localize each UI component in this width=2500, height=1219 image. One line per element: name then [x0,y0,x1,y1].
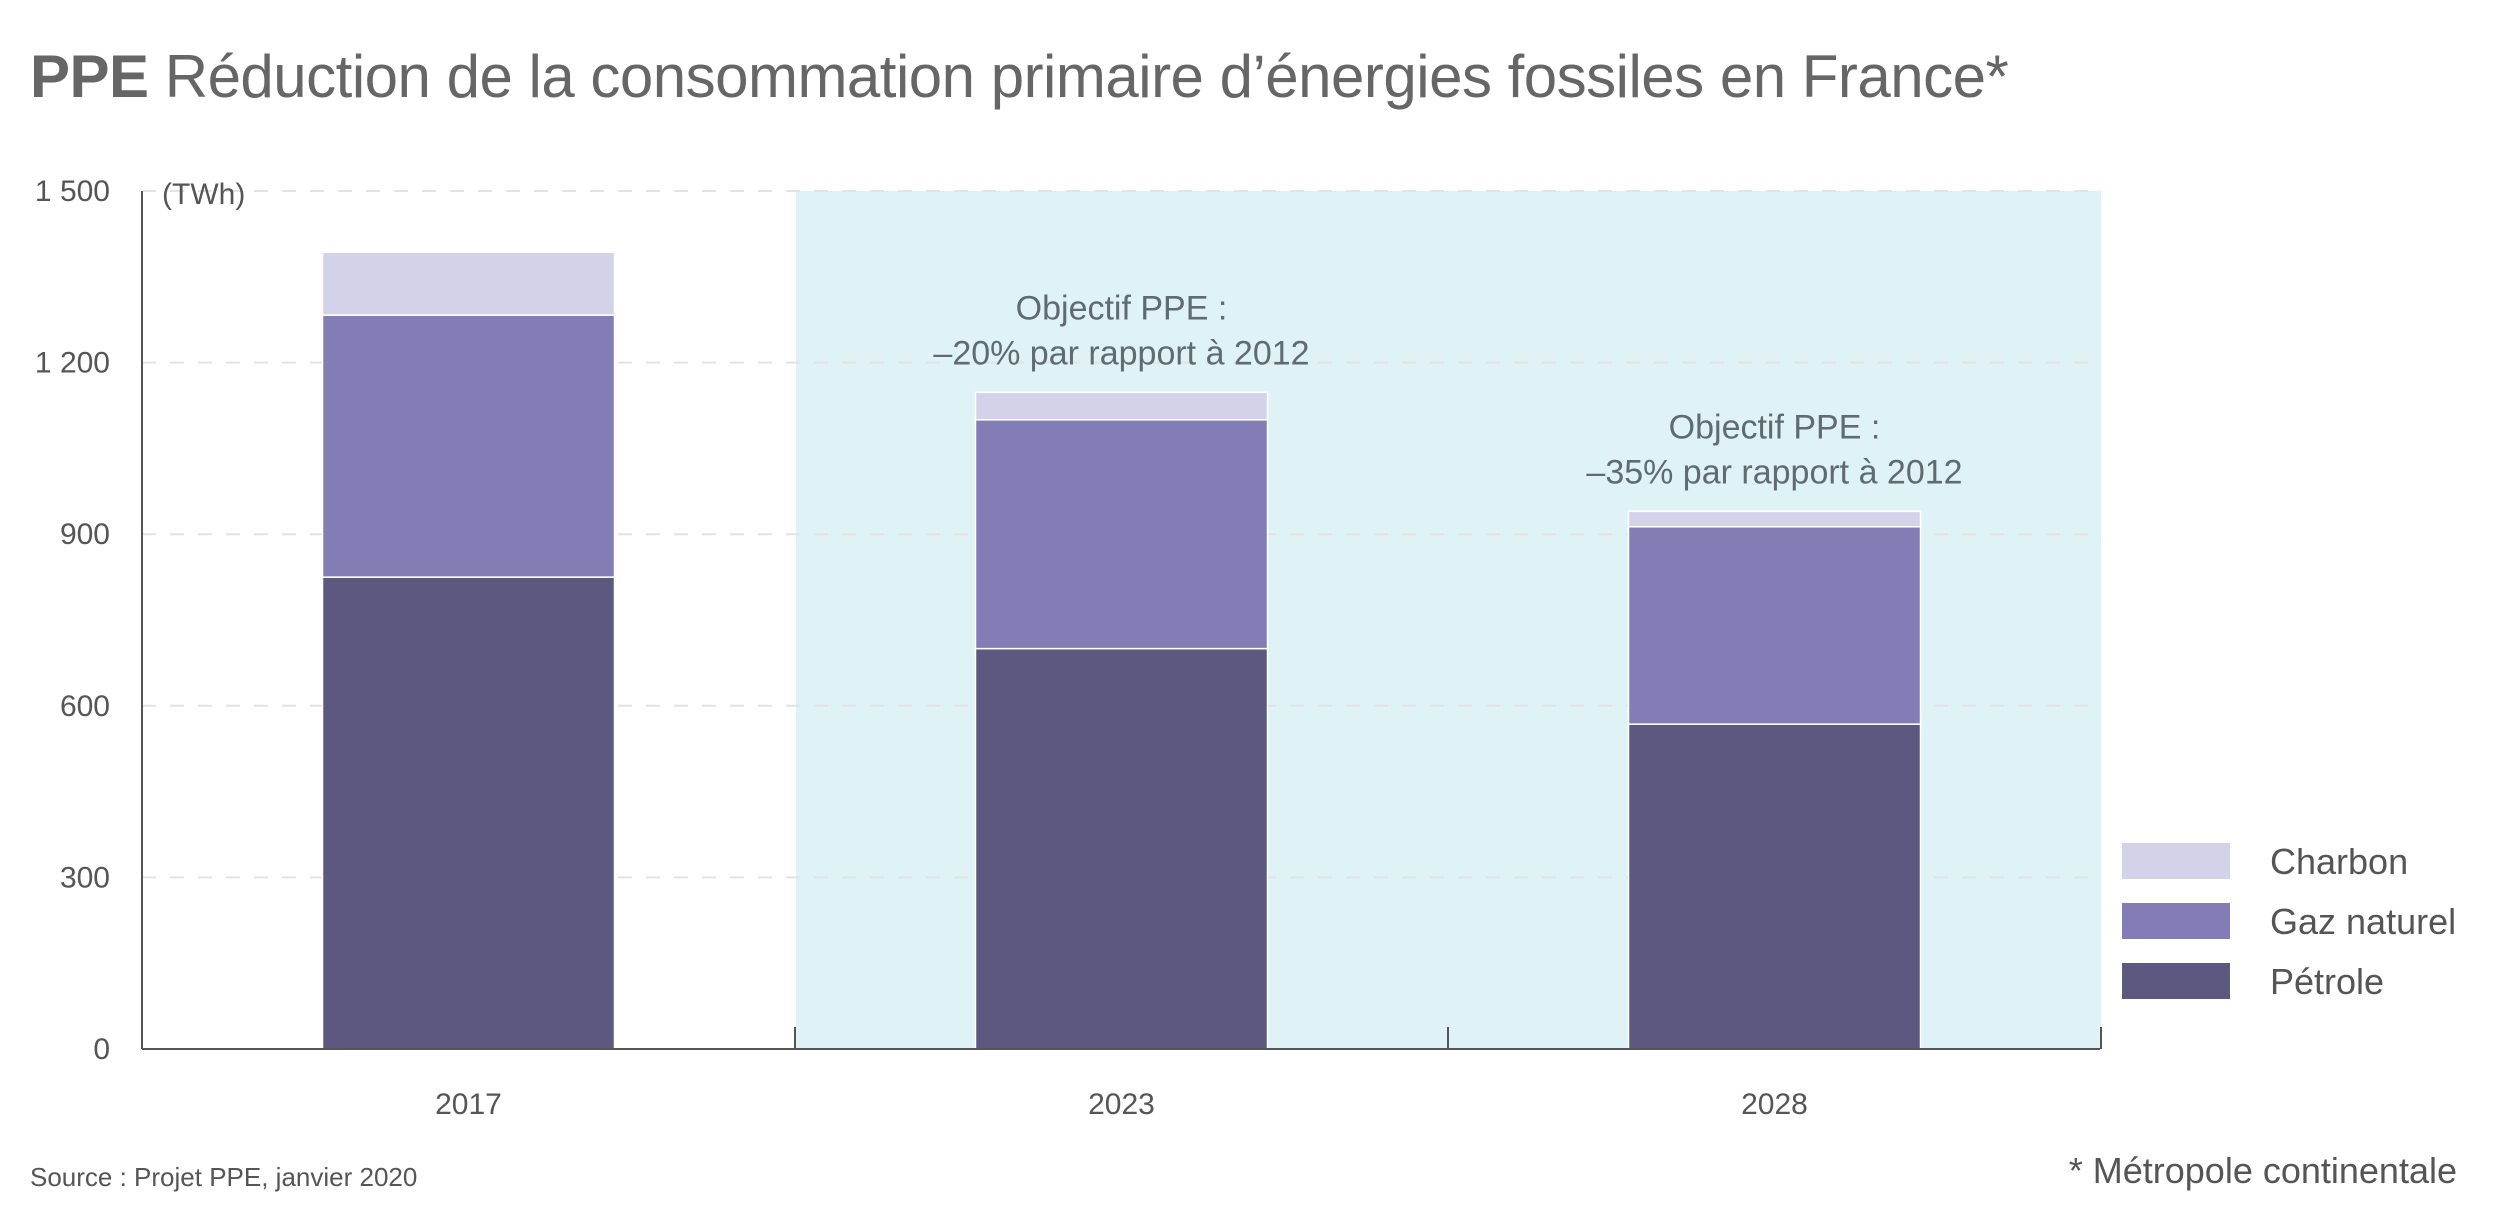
legend-swatch-petrole [2122,963,2230,999]
x-tick-label-2023: 2023 [1088,1088,1155,1121]
bar-charbon-2017 [321,251,616,316]
annotation-2028-line-1: Objectif PPE : [1669,408,1881,446]
x-tick-label-2017: 2017 [435,1088,502,1121]
bar-petrole-2023 [974,647,1269,1050]
footnote: * Métropole continentale [2068,1150,2457,1191]
legend-swatch-gaz [2122,903,2230,939]
annotation-2023-line-2: –20% par rapport à 2012 [933,334,1309,372]
bar-gaz-2028 [1627,526,1922,725]
chart-title-rest: Réduction de la consommation primaire d’… [164,43,2009,110]
bar-petrole-2028 [1627,723,1922,1050]
legend-label-petrole: Pétrole [2270,961,2384,1002]
source-note: Source : Projet PPE, janvier 2020 [30,1162,418,1192]
bar-gaz-2017 [321,314,616,578]
bar-gaz-2023 [974,419,1269,650]
chart-title-bold: PPE [30,43,149,110]
annotation-2028-line-2: –35% par rapport à 2012 [1586,453,1962,491]
y-tick-label-300: 300 [60,861,110,894]
annotation-2023-line-1: Objectif PPE : [1016,289,1228,327]
legend-label-charbon: Charbon [2270,841,2408,882]
y-tick-label-600: 600 [60,690,110,723]
legend-swatch-charbon [2122,843,2230,879]
bar-charbon-2028 [1627,510,1922,528]
bar-charbon-2023 [974,391,1269,421]
chart-title: PPE Réduction de la consommation primair… [30,42,2009,111]
legend-label-gaz: Gaz naturel [2270,901,2456,942]
y-tick-label-900: 900 [60,518,110,551]
y-tick-label-1200: 1 200 [35,347,110,380]
bar-petrole-2017 [321,576,616,1050]
y-axis-label: (TWh) [162,178,245,211]
y-tick-label-0: 0 [93,1033,110,1066]
x-tick-label-2028: 2028 [1741,1088,1808,1121]
y-tick-label-1500: 1 500 [35,175,110,208]
